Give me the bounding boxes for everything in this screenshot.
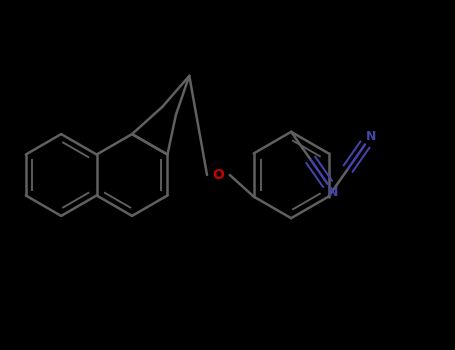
Text: N: N bbox=[328, 186, 339, 199]
Text: N: N bbox=[365, 130, 376, 143]
Text: O: O bbox=[212, 168, 224, 182]
